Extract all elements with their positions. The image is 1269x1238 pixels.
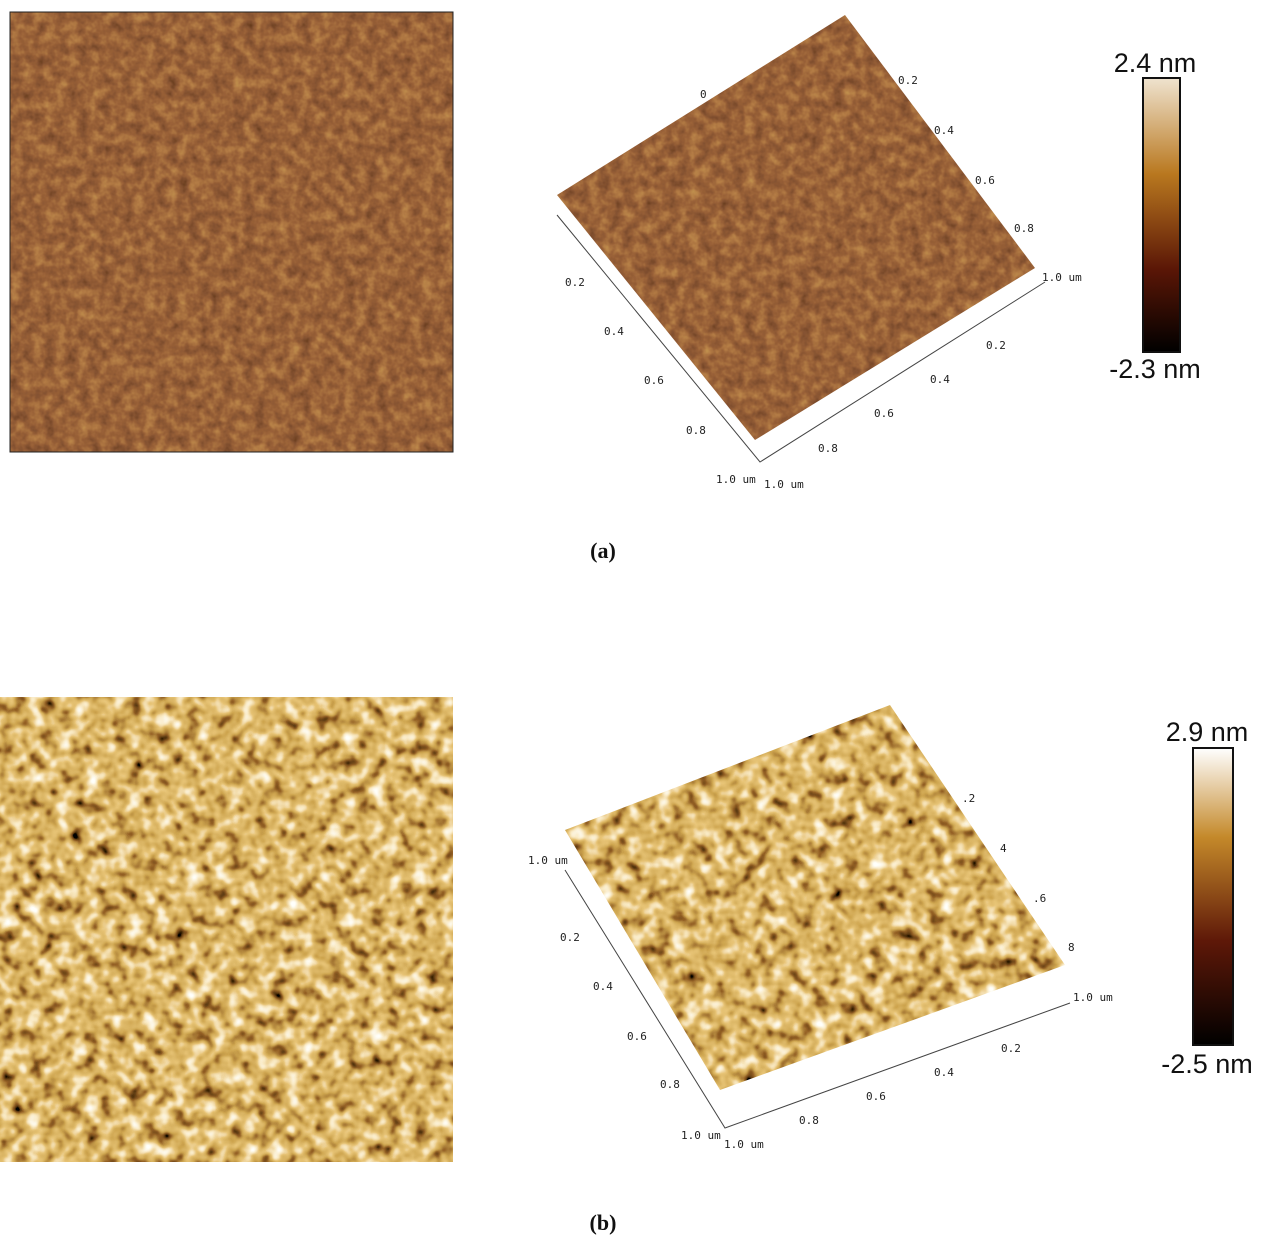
colorbar-max: 2.9 nm — [1166, 717, 1249, 747]
axis-label: 0.4 — [930, 373, 950, 386]
colorbar-min: -2.3 nm — [1109, 354, 1201, 384]
caption: (b) — [590, 1210, 617, 1235]
figure: 2.4 nm -2.3 nm (a) 2.9 nm -2.5 nm (b) 0 0… — [0, 0, 1269, 1238]
afm-3d-surface — [557, 15, 1035, 440]
axis-label: 0.4 — [593, 980, 613, 993]
axis-label: 1.0 um — [716, 473, 756, 486]
axis-label: .6 — [1033, 892, 1046, 905]
axis-label: 0.2 — [1001, 1042, 1021, 1055]
axis-label: 0.6 — [874, 407, 894, 420]
axis-label: 0.2 — [898, 74, 918, 87]
colorbar — [1143, 78, 1180, 352]
axis-label: 0.8 — [660, 1078, 680, 1091]
axis-label: 0.6 — [975, 174, 995, 187]
axis-label: 0.8 — [686, 424, 706, 437]
axis-label: 0.4 — [934, 1066, 954, 1079]
afm-2d-image — [0, 697, 453, 1162]
axis-label: 0.8 — [1014, 222, 1034, 235]
axis-label: 0.4 — [604, 325, 624, 338]
colorbar-max: 2.4 nm — [1114, 48, 1197, 78]
axis-label: 1.0 um — [681, 1129, 721, 1142]
axis-label: 4 — [1000, 842, 1007, 855]
axis-label: 0.8 — [799, 1114, 819, 1127]
axis-label: 1.0 um — [1042, 271, 1082, 284]
axis-label: 0 — [700, 88, 707, 101]
axis-label: 0.2 — [560, 931, 580, 944]
axis-label: 1.0 um — [724, 1138, 764, 1151]
axis-label: 1.0 um — [1073, 991, 1113, 1004]
axis-label: 0.6 — [627, 1030, 647, 1043]
axis-label: 0.6 — [644, 374, 664, 387]
axis-label: 0.8 — [818, 442, 838, 455]
colorbar — [1193, 748, 1233, 1045]
axis-label: 0.2 — [565, 276, 585, 289]
axis-label: .2 — [962, 792, 975, 805]
colorbar-min: -2.5 nm — [1161, 1049, 1253, 1079]
axis-label: 0.4 — [934, 124, 954, 137]
axis-label: 1.0 um — [528, 854, 568, 867]
caption: (a) — [590, 538, 616, 563]
axis-label: 1.0 um — [764, 478, 804, 491]
axis-label: 0.6 — [866, 1090, 886, 1103]
afm-2d-image — [10, 12, 453, 452]
axis-label: 8 — [1068, 941, 1075, 954]
axis-label: 0.2 — [986, 339, 1006, 352]
